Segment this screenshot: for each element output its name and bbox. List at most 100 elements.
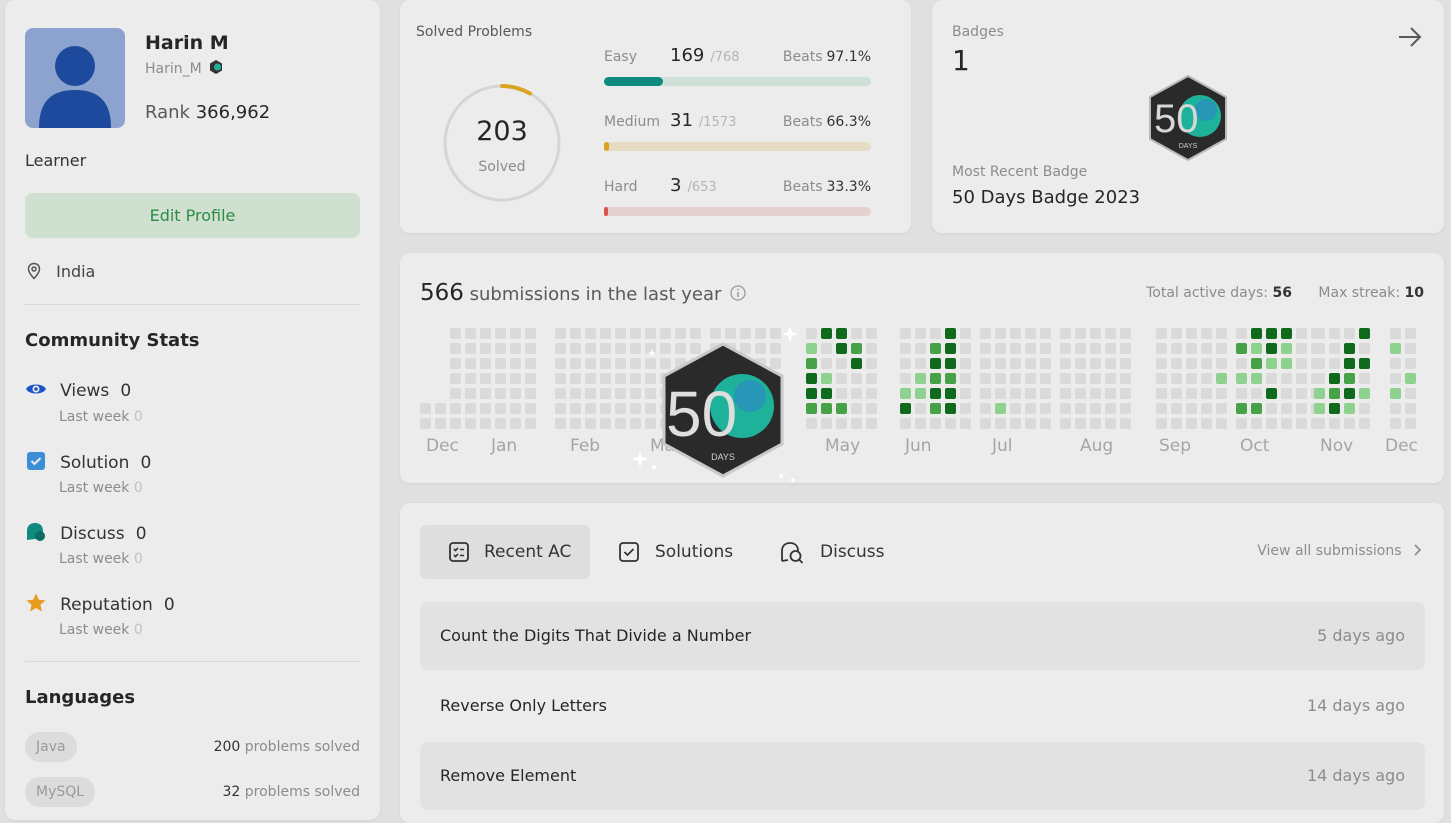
heatmap-cell[interactable] [980, 358, 991, 369]
heatmap-cell[interactable] [945, 388, 956, 399]
heatmap-cell[interactable] [1120, 388, 1131, 399]
heatmap-cell[interactable] [1236, 388, 1247, 399]
heatmap-cell[interactable] [645, 403, 656, 414]
heatmap-cell[interactable] [600, 343, 611, 354]
heatmap-cell[interactable] [1105, 388, 1116, 399]
heatmap-cell[interactable] [710, 328, 721, 339]
heatmap-cell[interactable] [1296, 373, 1307, 384]
heatmap-cell[interactable] [900, 358, 911, 369]
heatmap-cell[interactable] [1281, 403, 1292, 414]
heatmap-cell[interactable] [960, 343, 971, 354]
heatmap-cell[interactable] [1266, 358, 1277, 369]
heatmap-cell[interactable] [465, 358, 476, 369]
heatmap-cell[interactable] [1314, 403, 1325, 414]
submission-row[interactable]: Count the Digits That Divide a Number 5 … [420, 602, 1425, 670]
heatmap-cell[interactable] [600, 373, 611, 384]
heatmap-cell[interactable] [570, 403, 581, 414]
heatmap-cell[interactable] [1296, 403, 1307, 414]
heatmap-cell[interactable] [1090, 373, 1101, 384]
heatmap-cell[interactable] [420, 403, 431, 414]
heatmap-cell[interactable] [1060, 373, 1071, 384]
heatmap-cell[interactable] [1390, 343, 1401, 354]
heatmap-cell[interactable] [806, 418, 817, 429]
heatmap-cell[interactable] [615, 328, 626, 339]
heatmap-cell[interactable] [1216, 403, 1227, 414]
language-tag-java[interactable]: Java [25, 732, 77, 762]
avatar[interactable] [25, 28, 125, 128]
heatmap-cell[interactable] [1236, 343, 1247, 354]
heatmap-cell[interactable] [1405, 373, 1416, 384]
heatmap-cell[interactable] [1236, 418, 1247, 429]
heatmap-cell[interactable] [435, 418, 446, 429]
heatmap-cell[interactable] [600, 388, 611, 399]
heatmap-cell[interactable] [1201, 418, 1212, 429]
heatmap-cell[interactable] [450, 388, 461, 399]
heatmap-cell[interactable] [1329, 418, 1340, 429]
heatmap-cell[interactable] [1359, 403, 1370, 414]
heatmap-cell[interactable] [1010, 403, 1021, 414]
heatmap-cell[interactable] [1186, 418, 1197, 429]
heatmap-cell[interactable] [1186, 373, 1197, 384]
heatmap-cell[interactable] [525, 358, 536, 369]
heatmap-cell[interactable] [585, 358, 596, 369]
heatmap-cell[interactable] [555, 328, 566, 339]
heatmap-cell[interactable] [1314, 388, 1325, 399]
heatmap-cell[interactable] [645, 418, 656, 429]
heatmap-cell[interactable] [1405, 343, 1416, 354]
heatmap-cell[interactable] [851, 403, 862, 414]
heatmap-cell[interactable] [1344, 373, 1355, 384]
heatmap-cell[interactable] [866, 373, 877, 384]
heatmap-cell[interactable] [600, 358, 611, 369]
heatmap-cell[interactable] [866, 343, 877, 354]
heatmap-cell[interactable] [1344, 418, 1355, 429]
heatmap-cell[interactable] [1171, 358, 1182, 369]
heatmap-cell[interactable] [1344, 343, 1355, 354]
heatmap-cell[interactable] [600, 418, 611, 429]
heatmap-cell[interactable] [1344, 388, 1355, 399]
heatmap-cell[interactable] [900, 343, 911, 354]
heatmap-cell[interactable] [465, 373, 476, 384]
heatmap-cell[interactable] [1405, 418, 1416, 429]
heatmap-cell[interactable] [645, 343, 656, 354]
heatmap-cell[interactable] [1120, 418, 1131, 429]
heatmap-cell[interactable] [1060, 358, 1071, 369]
heatmap-cell[interactable] [525, 418, 536, 429]
heatmap-cell[interactable] [1359, 373, 1370, 384]
heatmap-cell[interactable] [930, 388, 941, 399]
heatmap-cell[interactable] [1156, 343, 1167, 354]
heatmap-cell[interactable] [851, 373, 862, 384]
heatmap-cell[interactable] [866, 328, 877, 339]
heatmap-cell[interactable] [570, 418, 581, 429]
heatmap-cell[interactable] [1405, 358, 1416, 369]
heatmap-cell[interactable] [945, 403, 956, 414]
heatmap-cell[interactable] [960, 358, 971, 369]
heatmap-cell[interactable] [1075, 373, 1086, 384]
heatmap-cell[interactable] [495, 418, 506, 429]
tab-discuss[interactable]: Discuss [760, 525, 900, 579]
heatmap-cell[interactable] [945, 373, 956, 384]
heatmap-cell[interactable] [1390, 328, 1401, 339]
heatmap-cell[interactable] [945, 343, 956, 354]
heatmap-cell[interactable] [945, 328, 956, 339]
heatmap-cell[interactable] [495, 343, 506, 354]
heatmap-cell[interactable] [995, 343, 1006, 354]
heatmap-cell[interactable] [1390, 388, 1401, 399]
heatmap-cell[interactable] [1296, 418, 1307, 429]
heatmap-cell[interactable] [1296, 388, 1307, 399]
heatmap-cell[interactable] [1090, 403, 1101, 414]
heatmap-cell[interactable] [450, 328, 461, 339]
heatmap-cell[interactable] [866, 358, 877, 369]
heatmap-cell[interactable] [1090, 358, 1101, 369]
heatmap-cell[interactable] [1266, 373, 1277, 384]
heatmap-cell[interactable] [1296, 328, 1307, 339]
heatmap-cell[interactable] [1025, 358, 1036, 369]
heatmap-cell[interactable] [630, 388, 641, 399]
heatmap-cell[interactable] [1216, 373, 1227, 384]
heatmap-cell[interactable] [1201, 358, 1212, 369]
heatmap-cell[interactable] [755, 343, 766, 354]
heatmap-cell[interactable] [1329, 403, 1340, 414]
heatmap-cell[interactable] [1040, 388, 1051, 399]
heatmap-cell[interactable] [1266, 403, 1277, 414]
heatmap-cell[interactable] [980, 343, 991, 354]
heatmap-cell[interactable] [1266, 343, 1277, 354]
